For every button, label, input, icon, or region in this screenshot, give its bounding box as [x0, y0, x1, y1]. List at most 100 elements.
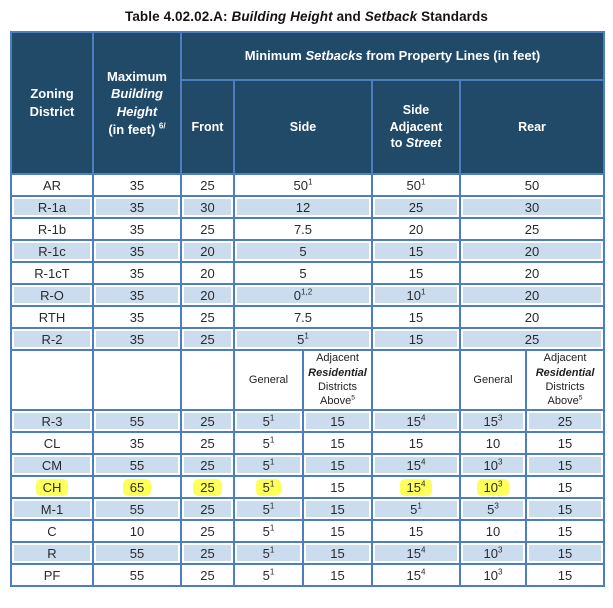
highlight: 154 — [399, 478, 433, 496]
subheader-empty-height — [92, 349, 182, 411]
table-cell: 101 — [371, 283, 461, 307]
table-cell: 53 — [459, 497, 527, 521]
table-cell: 15 — [302, 519, 373, 543]
table-cell: 15 — [524, 431, 606, 455]
title-part: and — [332, 9, 365, 24]
table-cell: 15 — [524, 563, 606, 587]
table-cell: 15 — [371, 261, 461, 285]
table-cell: R-3 — [10, 409, 94, 433]
table-cell: R-O — [10, 283, 94, 307]
table-cell: 15 — [302, 563, 373, 587]
table-cell: 51 — [233, 497, 304, 521]
table-cell: 25 — [458, 327, 606, 351]
table-cell: 25 — [524, 409, 606, 433]
title-part: Table 4.02.02.A: — [124, 9, 232, 24]
highlight: 103 — [476, 478, 510, 496]
table-cell: 35 — [92, 239, 182, 263]
table-cell: 20 — [371, 217, 461, 241]
table-cell: 25 — [180, 475, 235, 499]
subheader-side-general: General — [233, 349, 304, 411]
table-cell: 20 — [180, 283, 235, 307]
table-row-upper-R-1a: R-1a 35 30 12 25 30 — [10, 195, 606, 219]
table-cell: 20 — [458, 239, 606, 263]
table-cell: RTH — [10, 305, 94, 329]
table-cell: 5 — [233, 261, 373, 285]
table-cell: R-1b — [10, 217, 94, 241]
subheader-empty-front — [180, 349, 235, 411]
highlight: 51 — [255, 478, 282, 496]
table-row-lower-CM: CM 55 25 51 15 154 103 15 — [10, 453, 606, 477]
table-cell: R-2 — [10, 327, 94, 351]
table-cell: 103 — [459, 453, 527, 477]
table-cell: 7.5 — [233, 305, 373, 329]
table-cell: 51 — [233, 409, 304, 433]
highlight: 65 — [122, 478, 152, 496]
table-cell: 154 — [371, 541, 461, 565]
table-cell: 103 — [459, 475, 527, 499]
table-cell: 25 — [180, 519, 235, 543]
table-cell: 15 — [302, 541, 373, 565]
table-cell: 65 — [92, 475, 182, 499]
table-cell: 154 — [371, 409, 461, 433]
table-cell: 51 — [233, 453, 304, 477]
table-row-lower-R-3: R-3 55 25 51 15 154 153 25 — [10, 409, 606, 433]
table-cell: CL — [10, 431, 94, 455]
table-cell: 25 — [180, 453, 235, 477]
table-cell: R — [10, 541, 94, 565]
table-cell: 10 — [92, 519, 182, 543]
table-cell: 15 — [371, 239, 461, 263]
table-cell: CM — [10, 453, 94, 477]
header-row-columns: Front Side Side Adjacent to Street Rear — [11, 79, 606, 175]
table-row-lower-C: C 10 25 51 15 15 10 15 — [10, 519, 606, 543]
header-front: Front — [180, 79, 235, 175]
table-cell: 15 — [302, 475, 373, 499]
table-cell: 15 — [302, 453, 373, 477]
table-row-lower-R: R 55 25 51 15 154 103 15 — [10, 541, 606, 565]
subheader-empty-zoning — [10, 349, 94, 411]
table-cell: 35 — [92, 283, 182, 307]
table-cell: 15 — [371, 305, 461, 329]
table-cell: 50 — [458, 173, 606, 197]
table-cell: 153 — [459, 409, 527, 433]
table-cell: 25 — [180, 305, 235, 329]
table-cell: 35 — [92, 261, 182, 285]
table-cell: 154 — [371, 563, 461, 587]
table-cell: 01,2 — [233, 283, 373, 307]
table-cell: 15 — [524, 453, 606, 477]
table-row-lower-PF: PF 55 25 51 15 154 103 15 — [10, 563, 606, 587]
table-cell: 103 — [459, 563, 527, 587]
table-cell: 15 — [524, 497, 606, 521]
table-row-upper-R-O: R-O 35 20 01,2 101 20 — [10, 283, 606, 307]
building-height-setback-table: Zoning District Maximum Building Height … — [10, 31, 606, 587]
table-cell: R-1cT — [10, 261, 94, 285]
table-cell: PF — [10, 563, 94, 587]
table-cell: 20 — [458, 261, 606, 285]
table-cell: 51 — [233, 563, 304, 587]
table-body: AR 35 25 501 501 50 R-1a 35 30 12 25 30 R-1b 35 25 7.5 2… — [10, 173, 606, 587]
table-cell: 501 — [371, 173, 461, 197]
title-part: Standards — [417, 9, 488, 24]
table-cell: 15 — [524, 541, 606, 565]
table-cell: 25 — [180, 497, 235, 521]
title-part-italic: Setback — [364, 9, 418, 24]
title-part-italic: Building Height — [231, 9, 333, 24]
table-cell: 25 — [180, 409, 235, 433]
table-cell: 15 — [302, 497, 373, 521]
table-header: Zoning District Maximum Building Height … — [10, 31, 606, 175]
table-row-lower-CH: CH 65 25 51 15 154 103 15 — [10, 475, 606, 499]
table-cell: M-1 — [10, 497, 94, 521]
table-cell: 30 — [458, 195, 606, 219]
table-cell: 25 — [458, 217, 606, 241]
table-cell: 20 — [180, 261, 235, 285]
table-cell: 15 — [302, 409, 373, 433]
table-cell: 15 — [371, 431, 461, 455]
table-cell: 15 — [371, 519, 461, 543]
header-rear: Rear — [458, 79, 606, 175]
table-cell: 15 — [524, 475, 606, 499]
table-cell: 25 — [371, 195, 461, 219]
table-cell: 55 — [92, 563, 182, 587]
table-cell: 25 — [180, 327, 235, 351]
table-cell: CH — [10, 475, 94, 499]
table-cell: 154 — [371, 453, 461, 477]
table-cell: 35 — [92, 173, 182, 197]
